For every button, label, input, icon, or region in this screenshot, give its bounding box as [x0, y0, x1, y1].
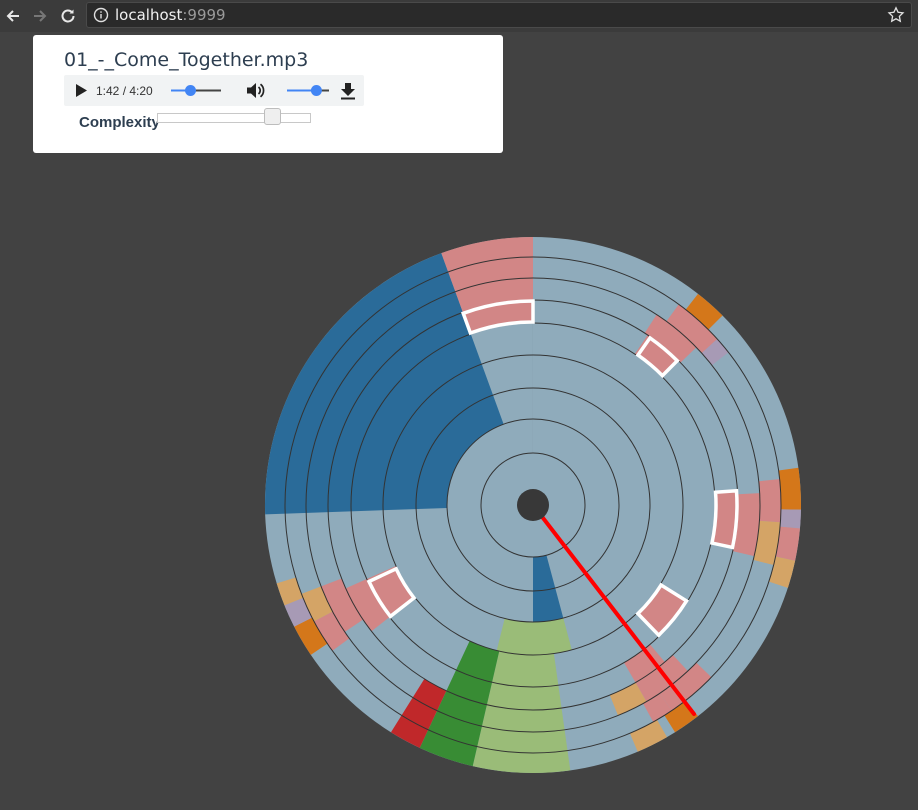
complexity-label: Complexity — [79, 114, 160, 131]
file-name: 01_-_Come_Together.mp3 — [64, 49, 309, 71]
ring-line — [305, 277, 761, 733]
complexity-slider-thumb[interactable] — [263, 108, 281, 125]
seek-slider[interactable] — [171, 83, 221, 98]
ring-segment — [768, 556, 796, 588]
ring-segment — [624, 644, 665, 683]
ring-segment — [533, 555, 564, 622]
bookmark-star-icon[interactable] — [887, 6, 905, 24]
ring-segment — [314, 611, 350, 651]
forward-arrow-icon — [34, 10, 47, 22]
highlighted-segment — [635, 582, 689, 638]
highlighted-segment — [366, 566, 417, 619]
info-icon — [93, 7, 109, 23]
address-bar[interactable]: localhost:9999 — [86, 2, 912, 28]
ring-segment — [294, 617, 328, 655]
ring-segment — [441, 237, 533, 313]
back-arrow-icon — [6, 10, 19, 22]
ring-segment — [685, 293, 723, 330]
ring-segment — [644, 314, 697, 363]
audio-player: 1:42 / 4:20 — [64, 75, 364, 106]
ring-segment — [265, 253, 504, 515]
play-icon[interactable] — [74, 83, 88, 98]
ring-line — [415, 387, 651, 623]
ring-line — [284, 256, 782, 754]
ring-segment — [659, 662, 712, 711]
url-host: localhost — [115, 6, 183, 24]
ring-segment — [753, 520, 781, 565]
ring-segment — [780, 509, 801, 529]
ring-segment — [321, 578, 364, 632]
url-port: :9999 — [182, 6, 226, 24]
highlighted-segment — [460, 299, 535, 336]
ring-segment — [732, 493, 760, 557]
ring-segment — [276, 577, 304, 606]
ring-segment — [758, 479, 782, 523]
forward-button[interactable] — [27, 3, 53, 29]
ring-segment — [609, 682, 647, 716]
highlighted-segment — [709, 488, 739, 550]
ring-segment — [629, 719, 667, 752]
reload-icon — [61, 9, 75, 23]
player-panel: 01_-_Come_Together.mp3 1:42 / 4:20 Compl… — [33, 35, 503, 153]
center-hub — [517, 489, 549, 521]
ring-segment — [701, 339, 729, 366]
ring-segment — [345, 579, 390, 632]
ring-segment — [666, 304, 718, 354]
ring-segment — [778, 467, 801, 510]
ring-line — [446, 418, 620, 592]
ring-segment — [496, 618, 572, 655]
ring-segment — [635, 654, 688, 702]
highlighted-segments — [366, 299, 739, 638]
reload-button[interactable] — [55, 3, 81, 29]
ring-segment — [775, 526, 800, 561]
ring-segment — [301, 586, 333, 622]
complexity-slider[interactable] — [157, 113, 311, 123]
ring-segment — [284, 597, 313, 627]
volume-slider[interactable] — [287, 83, 329, 98]
ring-segment — [472, 651, 571, 773]
download-icon[interactable] — [340, 82, 356, 100]
browser-toolbar: localhost:9999 — [0, 0, 918, 32]
highlighted-segment — [635, 335, 680, 379]
back-button[interactable] — [0, 3, 26, 29]
volume-icon[interactable] — [245, 81, 265, 100]
time-display: 1:42 / 4:20 — [96, 84, 153, 98]
ring-line — [382, 354, 684, 656]
playhead-line[interactable] — [531, 503, 696, 716]
ring-segment — [390, 678, 447, 748]
